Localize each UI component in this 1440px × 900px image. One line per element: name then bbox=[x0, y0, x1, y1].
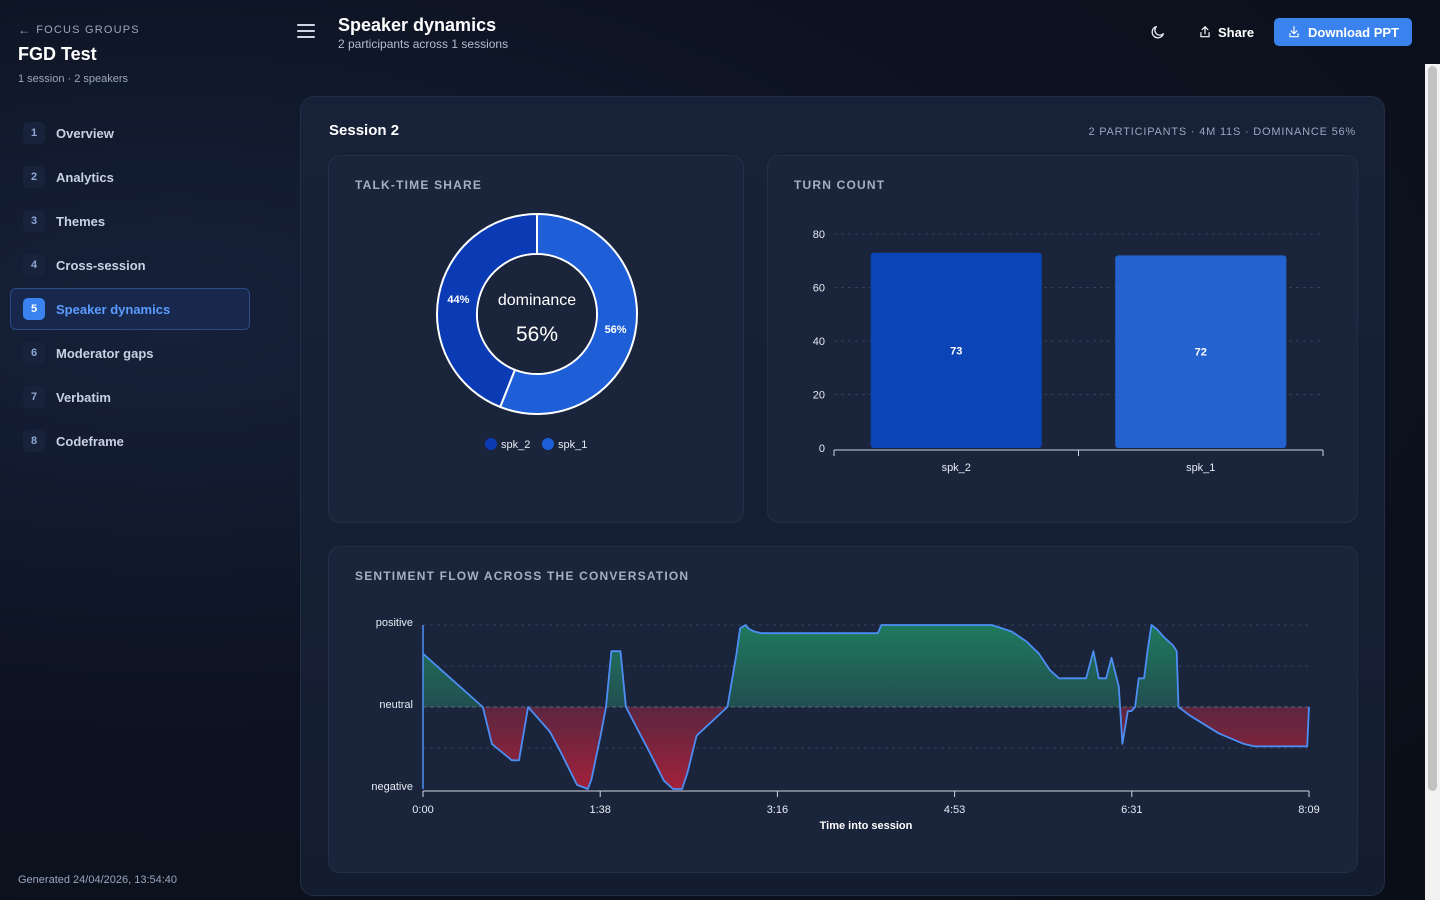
y-tick-label: 40 bbox=[813, 336, 825, 348]
turn-count-card: TURN COUNT 0 20 40 60 80 73 spk_2 72 spk_1 bbox=[767, 155, 1358, 523]
donut-slice-label: 56% bbox=[605, 324, 627, 336]
sentiment-flow-card: SENTIMENT FLOW ACROSS THE CONVERSATION p… bbox=[328, 546, 1358, 873]
sidebar-nav: 1 Overview 2 Analytics 3 Themes 4 Cross-session… bbox=[10, 112, 250, 464]
x-tick-label: 6:31 bbox=[1121, 804, 1142, 816]
y-tick-label: positive bbox=[376, 617, 413, 629]
hamburger-icon bbox=[297, 24, 315, 26]
share-button[interactable]: Share bbox=[1190, 18, 1262, 46]
legend-swatch-spk_2 bbox=[485, 438, 497, 450]
sidebar-item-number: 1 bbox=[23, 122, 45, 144]
sidebar-item-number: 4 bbox=[23, 254, 45, 276]
x-category-label: spk_1 bbox=[1186, 462, 1215, 474]
hamburger-menu-button[interactable] bbox=[297, 24, 315, 40]
project-meta: 1 session · 2 speakers bbox=[18, 73, 129, 85]
donut-slice-label: 44% bbox=[447, 294, 469, 306]
sidebar-item-label: Cross-session bbox=[56, 257, 146, 273]
session-title: Session 2 bbox=[329, 122, 400, 139]
x-category-label: spk_2 bbox=[942, 462, 971, 474]
sidebar-item-codeframe[interactable]: 8 Codeframe bbox=[10, 420, 250, 462]
sidebar-item-label: Verbatim bbox=[56, 389, 111, 405]
donut-center bbox=[478, 255, 596, 373]
sidebar-item-number: 7 bbox=[23, 386, 45, 408]
x-axis-title: Time into session bbox=[820, 820, 913, 832]
x-tick-label: 3:16 bbox=[767, 804, 788, 816]
sidebar-item-cross-session[interactable]: 4 Cross-session bbox=[10, 244, 250, 286]
sidebar-item-label: Moderator gaps bbox=[56, 345, 154, 361]
y-tick-label: 0 bbox=[819, 443, 825, 455]
sidebar-item-moderator-gaps[interactable]: 6 Moderator gaps bbox=[10, 332, 250, 374]
sentiment-negative-area bbox=[423, 707, 1309, 789]
sidebar-item-number: 3 bbox=[23, 210, 45, 232]
sentiment-line[interactable] bbox=[422, 624, 1310, 790]
turn-count-title: TURN COUNT bbox=[794, 178, 886, 192]
x-tick-label: 4:53 bbox=[944, 804, 965, 816]
bar-spk_2[interactable] bbox=[870, 252, 1042, 448]
session-panel: Session 2 2 PARTICIPANTS · 4M 11S · DOMI… bbox=[300, 96, 1385, 896]
sidebar: ← FOCUS GROUPS FGD Test 1 session · 2 sp… bbox=[0, 0, 270, 900]
sidebar-item-number: 8 bbox=[23, 430, 45, 452]
sentiment-positive-area bbox=[423, 625, 1309, 707]
sidebar-item-label: Overview bbox=[56, 125, 114, 141]
sidebar-item-analytics[interactable]: 2 Analytics bbox=[10, 156, 250, 198]
sentiment-flow-chart: positive neutral negative 0:00 1:38 3:16 4:53 6… bbox=[371, 617, 1319, 832]
donut-center-value: 56% bbox=[516, 323, 558, 346]
bar-value-label: 72 bbox=[1195, 347, 1207, 359]
y-tick-label: negative bbox=[371, 781, 413, 793]
legend-label-spk_1: spk_1 bbox=[558, 439, 587, 451]
sidebar-item-label: Analytics bbox=[56, 169, 114, 185]
hamburger-icon-line bbox=[297, 30, 315, 32]
donut-center-label: dominance bbox=[498, 292, 576, 309]
back-to-focus-groups-link[interactable]: ← FOCUS GROUPS bbox=[18, 23, 140, 37]
bar-value-label: 73 bbox=[950, 345, 962, 357]
sidebar-item-label: Speaker dynamics bbox=[56, 301, 171, 317]
legend-swatch-spk_1 bbox=[542, 438, 554, 450]
x-tick-label: 1:38 bbox=[589, 804, 610, 816]
sidebar-item-verbatim[interactable]: 7 Verbatim bbox=[10, 376, 250, 418]
y-tick-label: 80 bbox=[813, 229, 825, 241]
arrow-left-icon: ← bbox=[18, 23, 32, 37]
donut-slice-spk_2[interactable] bbox=[436, 212, 538, 409]
generated-timestamp: Generated 24/04/2026, 13:54:40 bbox=[18, 874, 178, 886]
page-title: Speaker dynamics bbox=[338, 15, 497, 35]
download-ppt-label: Download PPT bbox=[1308, 24, 1399, 40]
download-ppt-button[interactable]: Download PPT bbox=[1274, 18, 1412, 46]
sidebar-item-number: 5 bbox=[23, 298, 45, 320]
sidebar-item-themes[interactable]: 3 Themes bbox=[10, 200, 250, 242]
y-tick-label: neutral bbox=[379, 699, 413, 711]
vertical-scrollbar[interactable] bbox=[1425, 64, 1440, 900]
y-tick-label: 20 bbox=[813, 390, 825, 402]
sentiment-flow-title: SENTIMENT FLOW ACROSS THE CONVERSATION bbox=[355, 569, 690, 583]
sidebar-item-number: 2 bbox=[23, 166, 45, 188]
moon-icon bbox=[1151, 26, 1164, 39]
sidebar-item-number: 6 bbox=[23, 342, 45, 364]
page-subtitle: 2 participants across 1 sessions bbox=[338, 37, 509, 51]
share-label: Share bbox=[1218, 24, 1255, 40]
back-link-label: FOCUS GROUPS bbox=[36, 24, 140, 36]
talk-time-donut-chart: 56% 44% dominance 56% spk_2 spk_1 bbox=[436, 212, 638, 451]
y-tick-label: 60 bbox=[813, 283, 825, 295]
legend-label-spk_2: spk_2 bbox=[501, 439, 530, 451]
sidebar-item-overview[interactable]: 1 Overview bbox=[10, 112, 250, 154]
turn-count-bar-chart: 0 20 40 60 80 73 spk_2 72 spk_1 bbox=[813, 229, 1324, 474]
share-icon bbox=[1200, 26, 1210, 38]
x-tick-label: 0:00 bbox=[412, 804, 433, 816]
download-icon bbox=[1289, 26, 1299, 38]
sidebar-item-speaker-dynamics[interactable]: 5 Speaker dynamics bbox=[10, 288, 250, 330]
session-meta: 2 PARTICIPANTS · 4M 11S · DOMINANCE 56% bbox=[1088, 126, 1356, 138]
bar-spk_1[interactable] bbox=[1115, 255, 1287, 448]
theme-toggle-button[interactable] bbox=[1146, 20, 1170, 44]
hamburger-icon-line bbox=[297, 36, 315, 38]
sidebar-item-label: Codeframe bbox=[56, 433, 124, 449]
donut-slice-spk_1[interactable] bbox=[498, 212, 638, 415]
talk-time-share-card: TALK-TIME SHARE 56% 44% dominance 56% spk_2 s… bbox=[328, 155, 744, 523]
sidebar-item-label: Themes bbox=[56, 213, 106, 229]
talk-time-share-title: TALK-TIME SHARE bbox=[355, 178, 483, 192]
project-title: FGD Test bbox=[18, 44, 97, 64]
scrollbar-thumb[interactable] bbox=[1428, 66, 1437, 791]
x-tick-label: 8:09 bbox=[1298, 804, 1319, 816]
